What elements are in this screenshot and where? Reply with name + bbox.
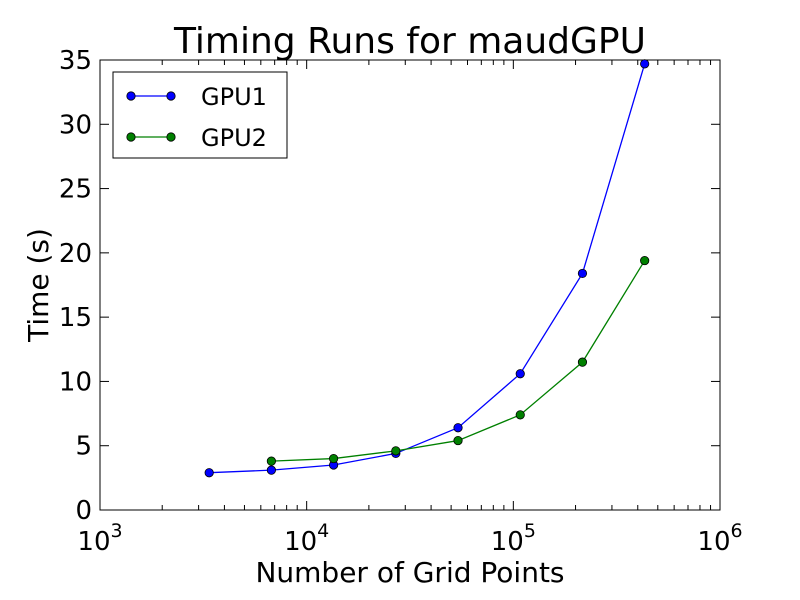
series-point-gpu1	[204, 468, 214, 478]
series-point-gpu2	[453, 435, 463, 446]
y-tick-label: 15	[59, 303, 92, 333]
y-axis-ticks: 0 5 10 15 20 25 30 35	[59, 46, 720, 526]
legend: GPU1 GPU2	[112, 71, 288, 159]
legend-marker-gpu2	[126, 132, 136, 142]
series-point-gpu2	[515, 410, 525, 420]
series-point-gpu1	[577, 268, 588, 279]
y-tick-label: 35	[59, 46, 92, 76]
x-tick-label-exponent: 4	[317, 520, 329, 542]
x-tick-label-base: 10	[697, 527, 730, 557]
x-tick-label-exponent: 5	[524, 520, 536, 542]
y-axis-label: Time (s)	[22, 228, 55, 343]
legend-box	[112, 71, 288, 159]
x-tick-label-exponent: 3	[111, 520, 123, 542]
y-tick-label: 10	[59, 367, 92, 397]
y-tick-label: 5	[75, 432, 92, 462]
y-tick-label: 25	[59, 175, 92, 205]
legend-marker-gpu1	[166, 91, 176, 101]
y-tick-label: 20	[59, 239, 92, 269]
series-line-gpu1	[209, 63, 646, 474]
series-point-gpu2	[329, 453, 339, 464]
x-tick-label-base: 10	[491, 527, 524, 557]
series-point-gpu1	[640, 59, 650, 69]
x-tick-label: 106	[697, 520, 742, 557]
legend-marker-gpu2	[166, 132, 176, 142]
chart-title: Timing Runs for maudGPU	[173, 21, 646, 62]
data-series	[204, 59, 650, 478]
legend-marker-gpu1	[126, 91, 136, 101]
series-point-gpu2	[266, 456, 276, 466]
x-tick-label-base: 10	[284, 527, 317, 557]
x-tick-label: 103	[77, 520, 122, 557]
x-tick-label-exponent: 6	[731, 520, 743, 542]
series-point-gpu1	[515, 369, 525, 379]
legend-label-gpu2: GPU2	[201, 124, 267, 152]
x-axis-label: Number of Grid Points	[255, 556, 564, 589]
series-point-gpu2	[640, 255, 650, 266]
x-tick-label: 105	[491, 520, 536, 557]
y-tick-label: 30	[59, 110, 92, 140]
legend-label-gpu1: GPU1	[201, 83, 267, 111]
series-point-gpu1	[453, 423, 463, 433]
x-tick-label-base: 10	[77, 527, 110, 557]
series-point-gpu2	[391, 446, 401, 456]
x-axis-ticks: 103 104 105 106	[77, 60, 743, 557]
x-tick-label: 104	[284, 520, 329, 557]
y-tick-label: 0	[75, 496, 92, 526]
series-point-gpu2	[577, 357, 588, 367]
series-point-gpu1	[266, 465, 276, 475]
